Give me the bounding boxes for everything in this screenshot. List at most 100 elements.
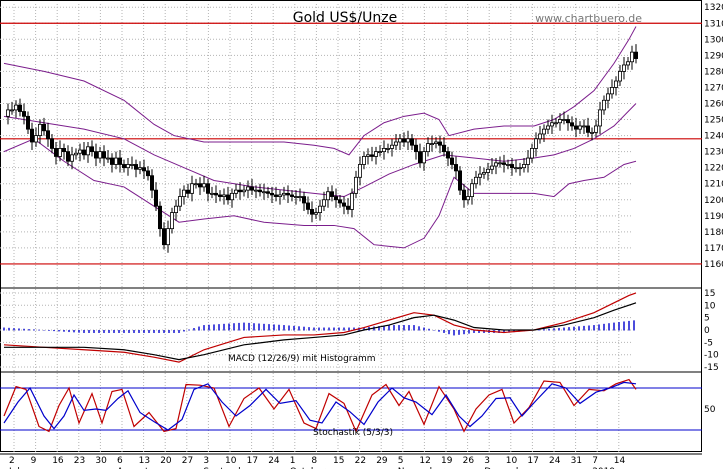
candle-body (86, 146, 91, 156)
stoch-line-0 (3, 378, 637, 433)
candle-body (173, 205, 178, 214)
candle-body (98, 151, 103, 159)
candle-body (385, 148, 390, 150)
watermark: www.chartbuero.de (535, 12, 642, 25)
candle-body (114, 157, 119, 165)
price-tick-label: 1290 (704, 51, 723, 61)
candle-body (133, 164, 138, 170)
candle-body (9, 109, 14, 112)
price-tick-label: 1190 (704, 212, 723, 222)
macd-tick-label: 0 (704, 326, 710, 336)
candle-body (141, 167, 146, 172)
candle-body (514, 167, 519, 170)
candle-body (630, 51, 635, 63)
candle-body (530, 148, 535, 159)
candle-body (622, 64, 627, 72)
candle-body (341, 202, 346, 207)
stoch-panel: 50 (0, 378, 716, 433)
candle-body (110, 157, 115, 165)
candle-body (317, 205, 322, 214)
candle-body (321, 199, 326, 207)
candle-body (329, 191, 334, 197)
candle-body (401, 138, 406, 143)
candle-body (337, 199, 342, 204)
macd-tick-label: 10 (704, 301, 716, 311)
candle-body (610, 87, 615, 95)
candle-body (586, 125, 591, 133)
candle-body (102, 151, 107, 159)
macd-tick-label: -10 (704, 351, 719, 361)
candle-body (34, 135, 39, 143)
candle-body (594, 125, 599, 133)
candle-body (118, 157, 123, 165)
candle-body (293, 196, 298, 198)
candle-body (333, 196, 338, 201)
candle-body (574, 125, 579, 130)
candle-body (301, 196, 306, 204)
candle-body (373, 151, 378, 157)
candle-body (441, 144, 446, 153)
candle-body (381, 148, 386, 153)
x-tick-label: 24 (549, 456, 561, 466)
macd-panel: 15 10 5 0 -5 -10 -15 (0, 289, 719, 373)
candle-body (554, 122, 559, 125)
candle-body (489, 165, 494, 170)
x-tick-label: 17 (247, 456, 258, 466)
macd-tick-label: -5 (704, 338, 713, 348)
candle-body (522, 164, 527, 169)
candle-body (578, 125, 583, 130)
candle-body (137, 167, 142, 170)
candle-body (634, 51, 639, 59)
x-tick-label: 16 (52, 456, 64, 466)
candle-body (558, 119, 563, 124)
candle-body (122, 164, 127, 169)
stoch-tick-label: 50 (704, 405, 716, 415)
candle-body (445, 151, 450, 159)
candle-body (289, 194, 294, 197)
candle-body (58, 148, 63, 157)
x-tick-label: 14 (614, 456, 626, 466)
candle-body (197, 183, 202, 188)
candle-body (481, 172, 486, 175)
candle-body (129, 164, 134, 166)
candle-body (82, 149, 87, 156)
candle-body (277, 194, 282, 197)
x-tick-label: 10 (506, 456, 518, 466)
candle-body (325, 191, 330, 201)
x-tick-label: 2 (9, 456, 15, 466)
candle-body (501, 162, 506, 165)
candle-body (497, 162, 502, 165)
price-tick-label: 1200 (704, 196, 723, 206)
candle-body (602, 99, 607, 111)
price-tick-label: 1210 (704, 180, 723, 190)
x-month-label: September (203, 467, 253, 469)
candle-body (145, 170, 150, 177)
chart-frame (0, 0, 702, 452)
candle-body (126, 164, 131, 169)
candle-body (165, 228, 170, 246)
x-tick-label: 15 (333, 456, 344, 466)
candle-body (590, 131, 595, 134)
candle-body (345, 205, 350, 210)
candle-body (66, 151, 71, 162)
candle-body (417, 151, 422, 164)
x-axis: 2 9 16 23 30 6 13 20 27 3 10 17 24 1 8 15 22 29 5 12 19 26 3 10… (8, 456, 626, 469)
candle-body (46, 130, 51, 140)
x-tick-label: 17 (527, 456, 538, 466)
candle-body (461, 189, 466, 201)
price-tick-label: 1170 (704, 244, 723, 254)
candle-body (70, 154, 75, 162)
candle-body (413, 144, 418, 153)
candle-body (297, 196, 302, 198)
candle-body (614, 80, 619, 88)
candle-body (566, 119, 571, 124)
candle-body (177, 196, 182, 207)
price-tick-label: 1260 (704, 99, 723, 109)
stoch-title: Stochastik (5/3/3) (313, 428, 393, 438)
candle-body (225, 194, 230, 201)
macd-tick-label: 15 (704, 289, 715, 299)
x-tick-label: 1 (290, 456, 296, 466)
candle-body (21, 111, 26, 117)
candle-body (546, 125, 551, 130)
